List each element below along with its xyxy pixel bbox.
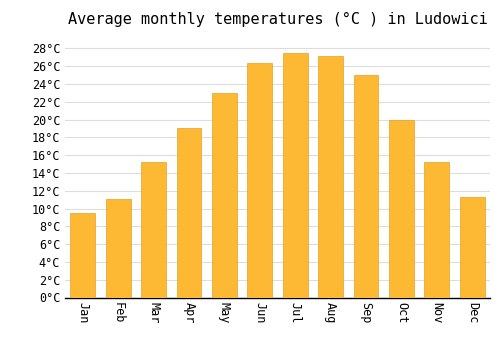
Bar: [389, 120, 414, 298]
Bar: [283, 53, 308, 298]
Bar: [70, 213, 95, 298]
Bar: [354, 75, 378, 298]
Bar: [424, 162, 450, 298]
Bar: [212, 93, 237, 298]
Bar: [106, 199, 130, 298]
Title: Average monthly temperatures (°C ) in Ludowici: Average monthly temperatures (°C ) in Lu…: [68, 12, 488, 27]
Bar: [248, 63, 272, 298]
Bar: [176, 127, 202, 298]
Bar: [141, 162, 166, 298]
Bar: [460, 197, 484, 298]
Bar: [318, 56, 343, 298]
